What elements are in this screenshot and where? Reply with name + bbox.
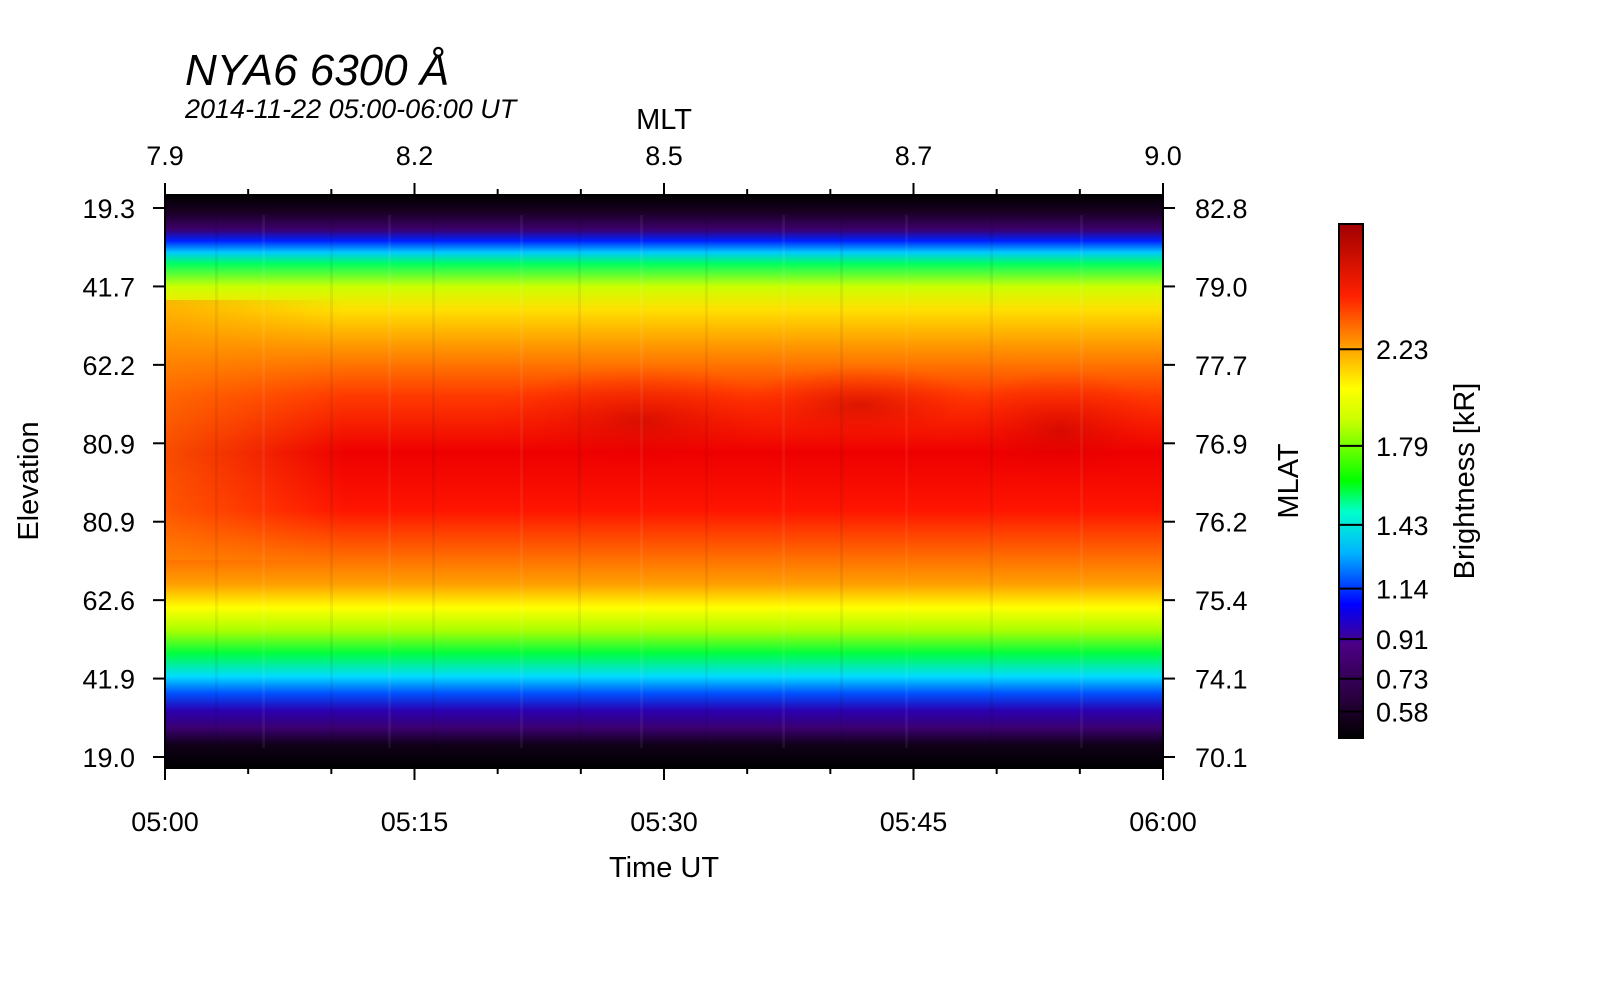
right-tick-label: 74.1	[1195, 665, 1248, 695]
streak	[905, 215, 908, 748]
y-tick-label: 62.6	[82, 586, 135, 616]
colorbar-tick-label: 0.91	[1376, 625, 1429, 655]
colorbar-tick-label: 0.73	[1376, 665, 1429, 695]
right-tick-label: 79.0	[1195, 272, 1248, 302]
colorbar-label: Brightness [kR]	[1449, 383, 1481, 580]
streak	[520, 215, 523, 748]
top-axis-label: MLT	[636, 104, 692, 136]
y-tick-label: 41.7	[82, 272, 135, 302]
top-tick-label: 9.0	[1144, 141, 1182, 171]
colorbar-tick-label: 1.43	[1376, 511, 1429, 541]
x-axis-label: Time UT	[609, 852, 719, 884]
y-tick-label: 62.2	[82, 351, 135, 381]
streak	[990, 215, 993, 748]
colorbar-tick-label: 0.58	[1376, 698, 1429, 728]
right-tick-label: 82.8	[1195, 194, 1248, 224]
chart-title: NYA6 6300 Å	[185, 46, 450, 95]
streak	[388, 215, 391, 748]
colorbar-ticks: 2.23 1.79 1.43 1.14 0.91 0.730.58	[1339, 335, 1429, 728]
colorbar-tick-label: 1.14	[1376, 575, 1429, 605]
x-tick-label: 05:30	[630, 807, 698, 837]
streak	[782, 215, 785, 748]
right-axis-label: MLAT	[1273, 443, 1305, 518]
colorbar-gradient	[1338, 223, 1364, 739]
streak	[215, 215, 218, 748]
streak	[432, 215, 435, 748]
streak	[640, 215, 643, 748]
x-tick-label: 05:15	[381, 807, 449, 837]
y-tick-label: 80.9	[82, 508, 135, 538]
y-tick-label: 41.9	[82, 665, 135, 695]
y-axis-label: Elevation	[13, 421, 45, 540]
top-tick-label: 7.9	[146, 141, 184, 171]
right-tick-label: 77.7	[1195, 351, 1248, 381]
x-tick-label: 05:45	[880, 807, 948, 837]
x-tick-label: 05:00	[131, 807, 199, 837]
colorbar-tick-label: 2.23	[1376, 335, 1429, 365]
streak	[330, 215, 333, 748]
keogram-plot-area	[164, 194, 1170, 769]
emission-core-3	[740, 365, 980, 445]
temporal-streaks	[215, 215, 1083, 748]
right-tick-label: 76.2	[1195, 508, 1248, 538]
streak	[1080, 215, 1083, 748]
axes: 05:00 05:15 05:30 05:45 06:00 7.9 8.2 8.5 8.7 9.0…	[82, 141, 1247, 837]
chart-subtitle: 2014-11-22 05:00-06:00 UT	[185, 94, 517, 124]
y-tick-label: 80.9	[82, 429, 135, 459]
y-tick-label: 19.3	[82, 194, 135, 224]
colorbar: 2.23 1.79 1.43 1.14 0.91 0.730.58 Brightness …	[1338, 223, 1481, 739]
y-tick-label: 19.0	[82, 743, 135, 773]
x-tick-label: 06:00	[1129, 807, 1197, 837]
emission-core-1	[490, 365, 790, 475]
top-tick-label: 8.2	[396, 141, 434, 171]
streak	[578, 215, 581, 748]
right-tick-label: 70.1	[1195, 743, 1248, 773]
streak	[840, 215, 843, 748]
right-tick-label: 75.4	[1195, 586, 1248, 616]
streak	[262, 215, 265, 748]
right-tick-label: 76.9	[1195, 429, 1248, 459]
top-tick-label: 8.7	[895, 141, 933, 171]
emission-core-2	[950, 370, 1170, 490]
colorbar-tick-label: 1.79	[1376, 432, 1429, 462]
streak	[705, 215, 708, 748]
top-tick-label: 8.5	[645, 141, 683, 171]
